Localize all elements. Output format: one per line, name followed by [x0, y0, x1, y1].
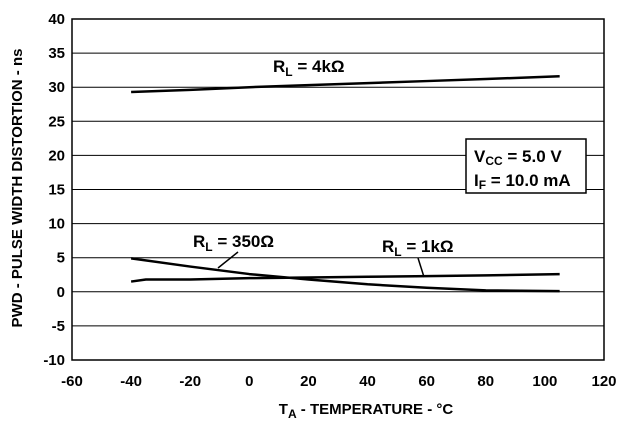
leader-rl-350 [217, 251, 239, 269]
y-tick-label: 25 [48, 113, 65, 130]
x-tick-label: 120 [591, 373, 616, 390]
x-tick-label: -40 [120, 373, 142, 390]
y-tick-label: 5 [57, 250, 65, 267]
if-condition: IF = 10.0 mA [474, 171, 571, 192]
y-tick-label: 20 [48, 147, 65, 164]
series-line-3 [130, 257, 560, 293]
y-tick-label: 35 [48, 45, 65, 62]
label-rl-4k: RL = 4kΩ [273, 57, 345, 79]
x-tick-label: 80 [477, 373, 494, 390]
series-line-2 [130, 272, 560, 283]
label-rl-350: RL = 350Ω [193, 232, 274, 254]
grid-lines [72, 52, 604, 327]
y-axis-title: PWD - PULSE WIDTH DISTORTION - ns [9, 49, 26, 328]
x-tick-label: 60 [418, 373, 435, 390]
x-axis-title: TA - TEMPERATURE - °C [279, 401, 454, 421]
x-tick-label: -60 [61, 373, 83, 390]
x-tick-label: 40 [359, 373, 376, 390]
y-tick-labels: -10 -5 0 5 10 15 20 25 30 35 40 [43, 11, 65, 369]
series-lines [130, 75, 560, 293]
plot-frame [71, 18, 605, 361]
conditions-box: VCC = 5.0 V IF = 10.0 mA [465, 138, 587, 194]
y-tick-label: -10 [43, 352, 65, 369]
x-tick-label: 20 [300, 373, 317, 390]
y-tick-label: 0 [57, 284, 65, 301]
x-tick-label: 100 [532, 373, 557, 390]
series-line-1 [131, 75, 560, 94]
y-tick-label: 10 [48, 216, 65, 233]
vcc-condition: VCC = 5.0 V [474, 147, 562, 168]
y-tick-label: 15 [48, 182, 65, 199]
leader-rl-1k [417, 257, 425, 278]
x-tick-label: 0 [245, 373, 253, 390]
y-tick-label: -5 [52, 318, 65, 335]
x-tick-label: -20 [179, 373, 201, 390]
y-tick-label: 40 [48, 11, 65, 28]
x-tick-labels: -60 -40 -20 0 20 40 60 80 100 120 [61, 373, 616, 390]
label-rl-1k: RL = 1kΩ [382, 237, 454, 259]
y-tick-label: 30 [48, 79, 65, 96]
